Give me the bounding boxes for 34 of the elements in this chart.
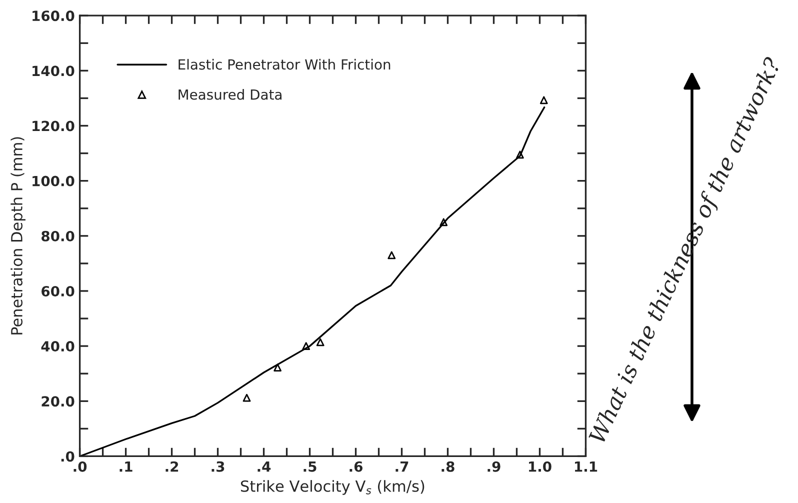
legend-label: Measured Data — [178, 89, 282, 100]
x-tick-label: .0 — [74, 461, 87, 472]
x-tick-label: 1.1 — [574, 462, 598, 472]
y-tick-label: 80.0 — [42, 230, 74, 242]
legend-label: Elastic Penetrator With Friction — [178, 58, 390, 70]
x-tick-label: 1.0 — [529, 461, 552, 472]
x-tick-label: .6 — [350, 461, 362, 472]
x-axis-title: Strike Velocity V$_{s}$ (km/s) — [240, 480, 424, 495]
x-tick-label: .3 — [212, 461, 224, 472]
y-tick-label: 140.0 — [32, 66, 74, 76]
x-tick-label: .7 — [396, 462, 408, 472]
x-tick-label: .4 — [258, 462, 271, 472]
x-tick-label: .1 — [120, 462, 132, 472]
y-tick-label: 100.0 — [32, 176, 74, 186]
y-axis-title: Penetration Depth P (mm) — [10, 137, 26, 334]
point — [302, 342, 310, 350]
point — [516, 150, 524, 159]
y-tick-label: 60.0 — [42, 286, 74, 296]
y-tick-label: 40.0 — [41, 341, 74, 352]
y-tick-label: 120.0 — [32, 120, 74, 132]
x-tick-label: .2 — [166, 461, 178, 472]
y-tick-label: 20.0 — [42, 396, 74, 407]
x-tick-label: .5 — [304, 462, 316, 472]
point — [274, 364, 282, 372]
point — [242, 394, 251, 402]
point — [540, 96, 548, 104]
x-tick-label: .8 — [442, 461, 454, 472]
line-series — [80, 106, 546, 456]
point — [316, 338, 324, 346]
point — [440, 218, 448, 226]
point — [388, 251, 396, 260]
y-tick-label: 160.0 — [32, 10, 74, 22]
y-tick-label: .0 — [61, 451, 74, 462]
x-tick-label: .9 — [488, 461, 500, 472]
